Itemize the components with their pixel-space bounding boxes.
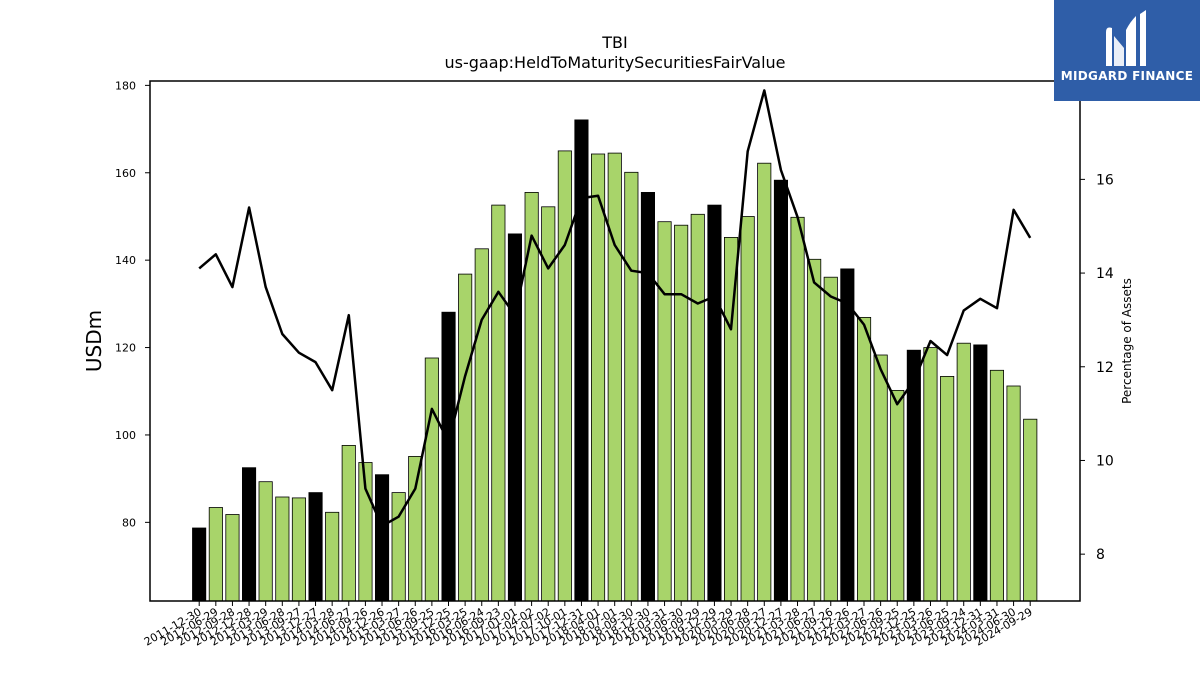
- bar: [474, 248, 489, 602]
- brand-name: MIDGARD FINANCE: [1060, 69, 1194, 83]
- y2-tick-label: 8: [1096, 547, 1105, 563]
- y2-axis-label: Percentage of Assets: [1120, 278, 1134, 404]
- bar: [208, 507, 223, 602]
- x-axis: 2011-12-302012-06-292012-09-282012-12-28…: [142, 601, 1035, 649]
- y2-tick-label: 16: [1096, 172, 1114, 188]
- bar: [790, 216, 805, 602]
- bar: [574, 119, 589, 602]
- bar: [408, 455, 423, 602]
- bar: [374, 474, 390, 602]
- bar: [607, 152, 622, 602]
- y-tick-label: 80: [122, 516, 136, 529]
- y-tick-label: 160: [115, 167, 136, 180]
- bar: [308, 492, 323, 602]
- bar: [441, 311, 456, 602]
- bar: [341, 444, 356, 602]
- bar: [890, 389, 905, 602]
- line-series: [198, 89, 1032, 528]
- bar: [591, 153, 606, 602]
- bar: [857, 316, 872, 602]
- bar: [840, 268, 855, 602]
- bar: [640, 191, 655, 602]
- bar: [923, 347, 938, 602]
- y-tick-label: 100: [115, 429, 136, 442]
- bar: [740, 216, 755, 602]
- bar-series: [192, 119, 1038, 602]
- percentage-line: [198, 89, 1032, 528]
- bar: [823, 276, 838, 602]
- bar: [325, 511, 340, 602]
- y-axis-left: 80 100 120 140 160 180: [115, 79, 150, 529]
- bar: [973, 344, 988, 602]
- bar: [1023, 418, 1038, 602]
- chart-title: TBI: [601, 33, 627, 52]
- y2-tick-label: 10: [1096, 453, 1114, 469]
- bar: [241, 467, 257, 602]
- chart-subtitle: us-gaap:HeldToMaturitySecuritiesFairValu…: [444, 53, 785, 72]
- bar: [989, 369, 1004, 602]
- midgard-logo-icon: [1106, 10, 1146, 66]
- y-tick-label: 120: [115, 342, 136, 355]
- y2-tick-label: 14: [1096, 266, 1114, 282]
- bar: [458, 273, 473, 602]
- bar: [291, 497, 306, 602]
- bar: [956, 342, 971, 602]
- bar: [424, 357, 439, 602]
- bar: [225, 514, 240, 602]
- bar: [873, 354, 888, 602]
- bar: [258, 481, 273, 602]
- y-axis-label: USDm: [82, 310, 106, 372]
- bar: [807, 258, 822, 602]
- y-axis-right: 8 10 12 14 16: [1080, 172, 1114, 563]
- bar: [491, 204, 506, 602]
- y-tick-label: 180: [115, 79, 136, 92]
- y-tick-label: 140: [115, 254, 136, 267]
- bar: [690, 213, 705, 602]
- bar: [757, 162, 772, 602]
- bar: [773, 179, 788, 602]
- bar: [940, 375, 955, 602]
- y2-tick-label: 12: [1096, 360, 1114, 376]
- bar: [657, 221, 672, 602]
- bar: [557, 150, 572, 602]
- bar: [707, 204, 722, 602]
- bar: [674, 224, 689, 602]
- bar: [624, 171, 639, 602]
- bar: [1006, 385, 1021, 602]
- bar: [192, 527, 207, 602]
- bar: [275, 496, 290, 602]
